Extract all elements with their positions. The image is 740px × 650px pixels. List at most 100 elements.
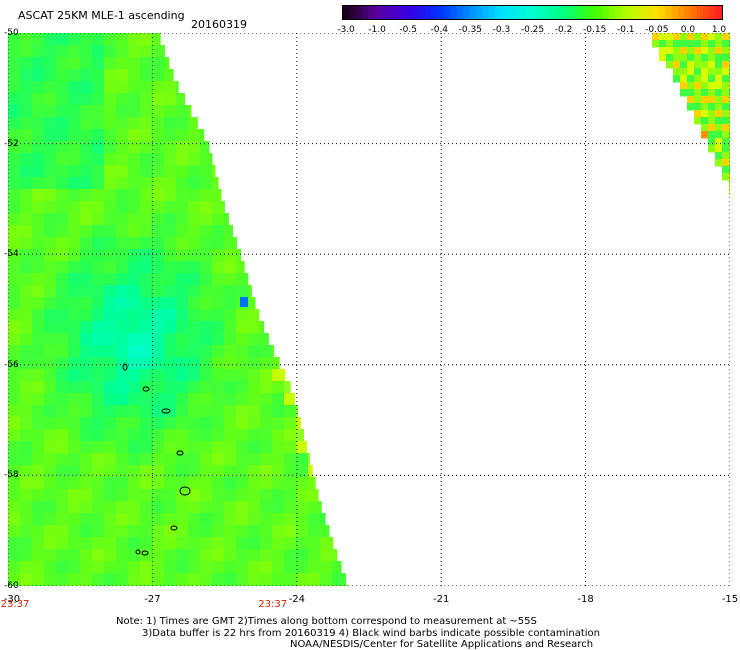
swath-cell [260,393,273,406]
swath-cell [308,537,321,550]
swath-cell [92,45,105,58]
colorbar-segment [387,6,395,19]
swath-cell [152,129,165,142]
swath-cell [104,453,117,466]
swath-cell [188,465,201,478]
swath-cell [164,297,177,310]
longitude-label: -21 [433,594,450,605]
swath-cell [68,201,81,214]
swath-cell [224,309,237,322]
colorbar-segment [671,6,679,19]
swath-cell [68,165,81,178]
swath-cell [8,57,21,70]
swath-cell [722,75,730,83]
swath-cell [164,309,177,322]
swath-cell [188,249,201,262]
swath-cell [32,69,45,82]
swath-cell [224,393,237,406]
swath-cell [92,93,105,106]
swath-cell [80,501,93,514]
swath-cell [715,82,723,90]
swath-cell [164,117,177,130]
colorbar-segment [545,6,553,19]
swath-cell [80,249,93,262]
swath-cell [92,81,105,94]
longitude-label: -24 [288,594,305,605]
swath-cell [104,57,117,70]
swath-cell [80,441,93,454]
swath-cell [140,69,153,82]
swath-cell [140,489,153,502]
swath-cell [56,81,69,94]
swath-cell [284,429,297,442]
swath-cell [8,561,21,574]
swath-cell [212,345,225,358]
swath-cell [224,429,237,442]
swath-cell [248,573,261,586]
swath-cell [296,441,307,454]
swath-cell [104,429,117,442]
swath-cell [708,54,716,62]
swath-cell [176,105,189,118]
swath-cell [116,273,129,286]
swath-cell [104,177,117,190]
swath-cell [128,177,141,190]
swath-cell [673,61,681,69]
swath-cell [212,369,225,382]
swath-cell [212,237,225,250]
time-label: 23:37 [258,599,288,610]
swath-cell [176,165,189,178]
swath-cell [44,297,57,310]
swath-cell [140,429,153,442]
note-line-2: 3)Data buffer is 22 hrs from 20160319 4)… [142,628,600,639]
swath-cell [104,69,117,82]
swath-cell [308,501,321,514]
swath-cell [260,333,269,346]
swath-cell [80,33,93,46]
colorbar-tick-label: -0.4 [430,25,449,35]
swath-cell [680,82,688,90]
swath-cell [80,129,93,142]
swath-cell [116,345,129,358]
swath-cell [140,225,153,238]
swath-cell [116,465,129,478]
swath-cell [56,345,69,358]
swath-cell [715,96,723,104]
swath-cell [44,369,57,382]
swath-cell [164,237,177,250]
swath-cell [188,405,201,418]
swath-cell [32,501,45,514]
swath-cell [116,297,129,310]
island-outline [142,386,150,392]
swath-cell [200,309,213,322]
swath-cell [92,573,105,586]
swath-cell [694,103,702,111]
swath-cell [200,441,213,454]
colorbar-segment [412,6,420,19]
swath-cell [128,513,141,526]
swath-cell [212,309,225,322]
swath-cell [44,441,57,454]
swath-cell [44,561,57,574]
swath-cell [20,129,33,142]
swath-cell [128,33,141,46]
note-line-1: Note: 1) Times are GMT 2)Times along bot… [116,616,537,627]
swath-cell [104,141,117,154]
swath-cell [176,213,189,226]
swath-cell [164,165,177,178]
swath-cell [68,105,81,118]
swath-cell [188,129,201,142]
swath-cell [673,54,681,62]
swath-cell [176,285,189,298]
swath-cell [20,369,33,382]
swath-cell [140,297,153,310]
swath-cell [32,165,45,178]
swath-cell [116,501,129,514]
swath-cell [152,93,165,106]
swath-cell [8,381,21,394]
colorbar-segment [658,6,666,19]
swath-cell [687,75,695,83]
swath-cell [8,513,21,526]
swath-cell [104,81,117,94]
swath-cell [715,33,723,41]
